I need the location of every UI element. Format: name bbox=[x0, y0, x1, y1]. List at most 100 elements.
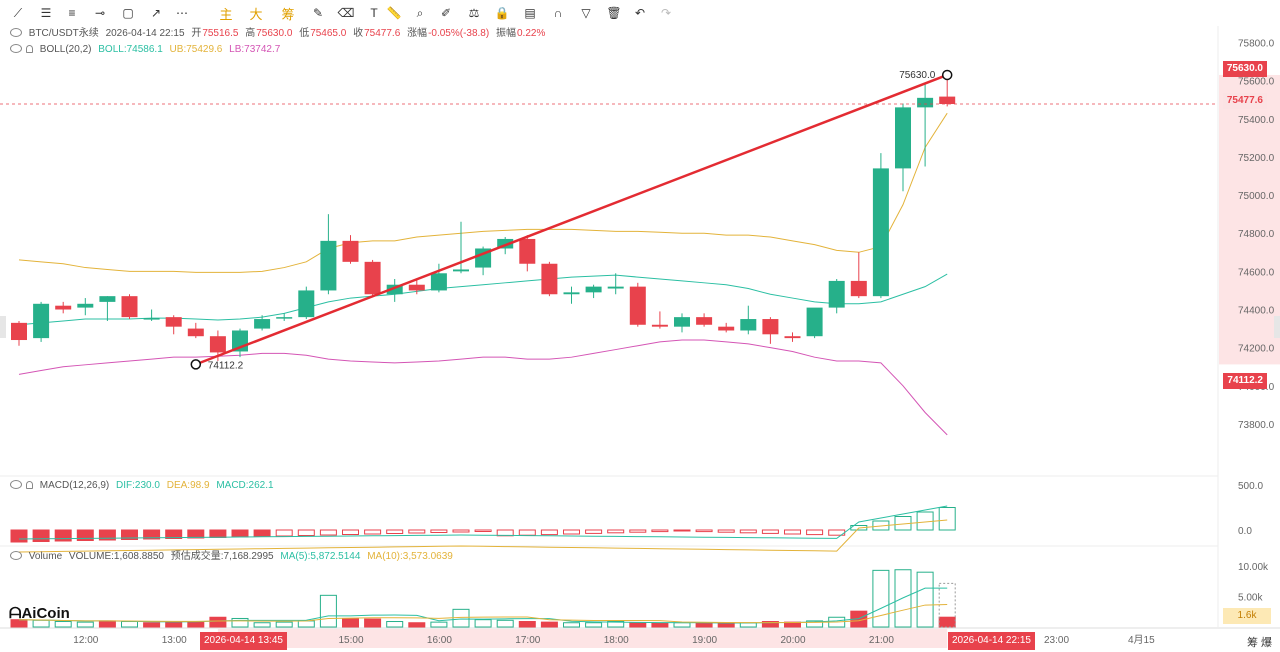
volume-bar bbox=[695, 622, 713, 628]
macd-histogram-bar bbox=[98, 529, 116, 541]
candle-body bbox=[497, 238, 514, 249]
filter-icon[interactable]: ▽ bbox=[581, 6, 591, 20]
boll-name[interactable]: BOLL(20,2) bbox=[39, 44, 92, 55]
left-collapse-handle[interactable] bbox=[0, 316, 6, 338]
horizontal-lines-icon[interactable]: ☰ bbox=[40, 6, 52, 20]
candle-body bbox=[519, 238, 536, 264]
volume-bar bbox=[297, 620, 315, 628]
price-axis-tick: 73800.0 bbox=[1238, 420, 1275, 431]
candle-body bbox=[541, 263, 558, 295]
candle-body bbox=[254, 319, 271, 329]
ray-line-icon[interactable]: ⊸ bbox=[94, 6, 106, 20]
price-axis-tick: 74600.0 bbox=[1238, 267, 1275, 278]
volume-ma5: MA(5):5,872.5144 bbox=[280, 551, 361, 562]
volume-value: VOLUME:1,608.8850 bbox=[68, 551, 164, 562]
macd-histogram-bar bbox=[695, 529, 713, 533]
indicator-chou[interactable]: 筹 bbox=[281, 6, 295, 22]
candle-body bbox=[696, 317, 713, 325]
macd-histogram-bar bbox=[563, 529, 580, 535]
candle-body bbox=[99, 296, 116, 302]
rectangle-icon[interactable]: ▢ bbox=[122, 6, 134, 20]
volume-bar bbox=[563, 622, 580, 628]
macd-histogram-bar bbox=[386, 529, 404, 534]
macd-axis-tick: 0.0 bbox=[1238, 526, 1252, 537]
volume-bar bbox=[761, 621, 779, 628]
zoom-icon[interactable]: ⌕ bbox=[416, 5, 424, 20]
candle-body bbox=[828, 280, 845, 308]
volume-ma5-line bbox=[18, 587, 948, 624]
eraser-icon[interactable]: ⌫ bbox=[337, 6, 355, 20]
volume-bar bbox=[585, 622, 603, 628]
macd-info-bar: MACD(12,26,9) DIF:230.0 DEA:98.9 MACD:26… bbox=[10, 480, 278, 492]
volume-name[interactable]: Volume bbox=[28, 551, 63, 562]
candle-body bbox=[895, 107, 911, 169]
indicator-da[interactable]: 大 bbox=[249, 6, 263, 22]
macd-histogram-bar bbox=[297, 529, 315, 536]
arrow-line-icon[interactable]: ↗ bbox=[150, 6, 162, 20]
macd-histogram-bar bbox=[231, 529, 249, 538]
amplitude-value: 0.22% bbox=[516, 28, 546, 39]
undo-icon[interactable]: ↶ bbox=[634, 6, 646, 20]
change-value: -0.05%(-38.8) bbox=[428, 28, 490, 39]
macd-histogram-bar bbox=[408, 529, 426, 534]
redo-icon[interactable]: ↷ bbox=[660, 6, 672, 20]
volume-bar bbox=[275, 621, 293, 628]
volume-bar bbox=[231, 617, 249, 628]
candle-body bbox=[386, 284, 403, 295]
right-collapse-handle[interactable] bbox=[1274, 316, 1280, 338]
macd-histogram-bar bbox=[806, 529, 824, 536]
trend-start-handle bbox=[190, 359, 202, 370]
indicator-zhu[interactable]: 主 bbox=[219, 6, 233, 22]
macd-visibility-eye-icon[interactable] bbox=[10, 480, 22, 489]
amplitude-label: 振幅 bbox=[495, 28, 516, 39]
boll-upper-value: UB:75429.6 bbox=[169, 44, 223, 55]
edit-icon[interactable]: ✎ bbox=[312, 6, 324, 20]
volume-bar bbox=[408, 622, 426, 628]
boll-visibility-eye-icon[interactable] bbox=[10, 44, 22, 53]
macd-histogram-bar bbox=[739, 529, 757, 534]
candle-body bbox=[143, 318, 160, 320]
bottom-right-tools[interactable]: 筹 爆 bbox=[1246, 637, 1272, 649]
volume-bar bbox=[872, 569, 890, 628]
volume-bar bbox=[342, 617, 359, 628]
volume-bar bbox=[209, 616, 227, 628]
volume-visibility-eye-icon[interactable] bbox=[10, 551, 22, 560]
line-tool-icon[interactable]: ⟋ bbox=[13, 5, 23, 20]
candle-body bbox=[718, 326, 735, 331]
time-axis-label: 18:00 bbox=[604, 635, 629, 646]
volume-bar bbox=[76, 621, 94, 628]
time-axis-label: 23:00 bbox=[1044, 635, 1069, 646]
lock-icon[interactable]: 🔒 bbox=[494, 6, 510, 20]
macd-histogram-bar bbox=[651, 529, 669, 533]
macd-alert-bell-icon[interactable] bbox=[26, 481, 33, 489]
candle-body bbox=[77, 303, 94, 308]
indicator-icon[interactable]: ⚖ bbox=[468, 6, 480, 20]
pen-icon[interactable]: ✐ bbox=[440, 6, 452, 20]
visibility-eye-icon[interactable] bbox=[10, 28, 22, 37]
boll-alert-bell-icon[interactable] bbox=[26, 45, 33, 53]
macd-name[interactable]: MACD(12,26,9) bbox=[39, 480, 110, 491]
picture-icon[interactable]: ▤ bbox=[524, 6, 536, 20]
trend-start-label: 74112.2 bbox=[208, 360, 244, 371]
high-price-tag: 75630.0 bbox=[1222, 61, 1267, 77]
macd-histogram-bar bbox=[364, 529, 382, 535]
macd-histogram-bar bbox=[452, 529, 470, 533]
parallel-lines-icon[interactable]: ≡ bbox=[68, 6, 76, 20]
macd-histogram-bar bbox=[319, 529, 337, 536]
trend-end-label: 75630.0 bbox=[899, 70, 936, 81]
candle-body bbox=[607, 286, 624, 289]
boll-mid-value: BOLL:74586.1 bbox=[98, 44, 163, 55]
macd-histogram-bar bbox=[10, 529, 28, 543]
volume-bar bbox=[430, 621, 448, 628]
volume-bar bbox=[98, 620, 116, 628]
price-range-highlight bbox=[1219, 74, 1280, 365]
magnet-icon[interactable]: ∩ bbox=[553, 6, 563, 20]
volume-bar bbox=[673, 622, 691, 628]
more-dots-icon[interactable]: ⋯ bbox=[176, 6, 188, 20]
trash-icon[interactable]: 🗑 bbox=[606, 6, 622, 20]
candle-body bbox=[740, 319, 757, 331]
current-volume-tag: 1.6k bbox=[1223, 608, 1271, 624]
text-icon[interactable]: T bbox=[370, 6, 378, 20]
ruler-icon[interactable]: 📏 bbox=[386, 6, 402, 20]
